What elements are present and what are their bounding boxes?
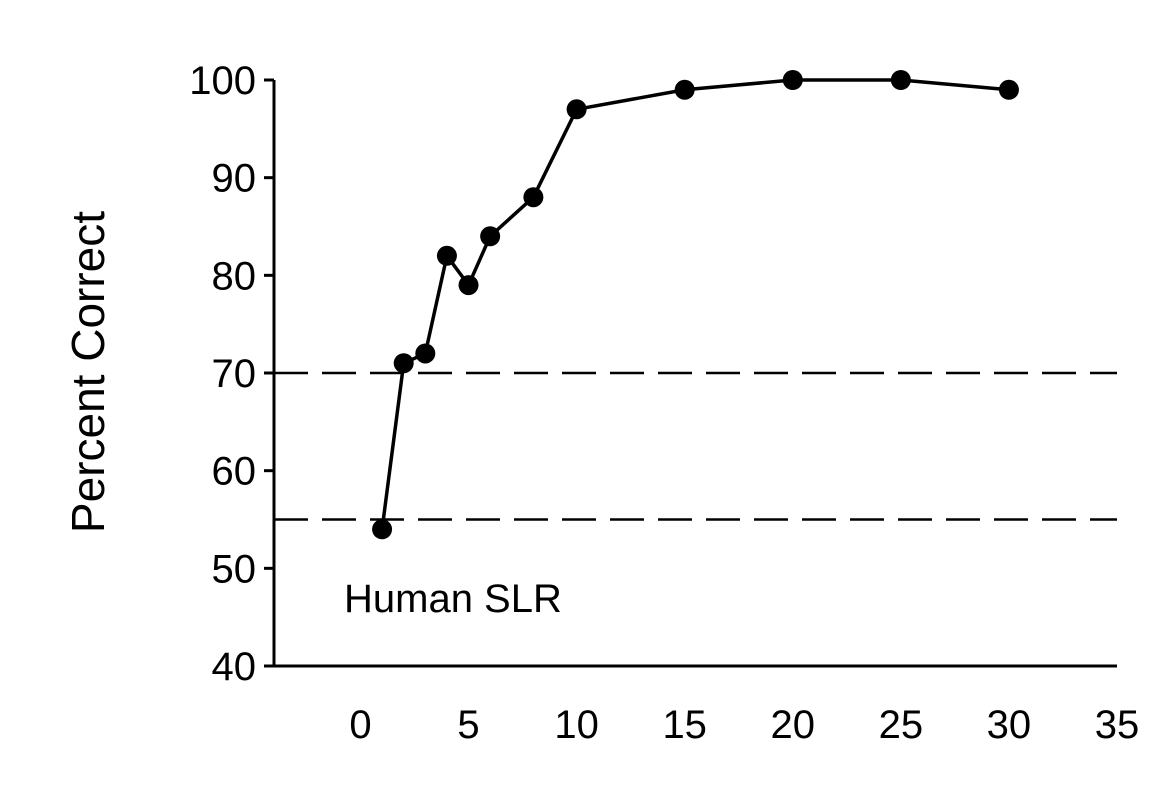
y-tick-label: 40 [212, 645, 257, 689]
data-point [393, 353, 414, 374]
y-tick-label: 50 [212, 547, 257, 591]
y-axis-title: Percent Correct [62, 211, 114, 533]
chart-annotation: Human SLR [344, 577, 562, 621]
x-tick-label: 10 [554, 703, 599, 747]
y-ticks: 40 50 60 70 80 90 100 [189, 59, 274, 689]
data-point [998, 79, 1019, 100]
x-tick-label: 30 [987, 703, 1032, 747]
data-point [415, 343, 436, 364]
data-point [436, 245, 457, 266]
data-point [372, 519, 393, 540]
data-point [523, 187, 544, 208]
y-tick-label: 90 [212, 157, 257, 201]
y-tick-label: 60 [212, 450, 257, 494]
x-tick-label: 35 [1095, 703, 1140, 747]
x-tick-label: 5 [457, 703, 479, 747]
x-tick-label: 25 [879, 703, 924, 747]
data-series [372, 70, 1019, 540]
x-tick-label: 15 [662, 703, 707, 747]
data-point [566, 99, 587, 120]
y-tick-label: 70 [212, 352, 257, 396]
data-point [458, 275, 479, 296]
data-point [782, 70, 803, 90]
data-point [480, 226, 501, 247]
x-ticks: 0 5 10 15 20 25 30 35 [349, 703, 1139, 747]
data-point [890, 70, 911, 90]
y-tick-label: 80 [212, 254, 257, 298]
series-line [380, 78, 1010, 530]
data-point [674, 79, 695, 100]
y-tick-label: 100 [189, 59, 256, 103]
x-tick-label: 0 [349, 703, 371, 747]
reference-lines [274, 371, 1117, 521]
x-tick-label: 20 [771, 703, 816, 747]
